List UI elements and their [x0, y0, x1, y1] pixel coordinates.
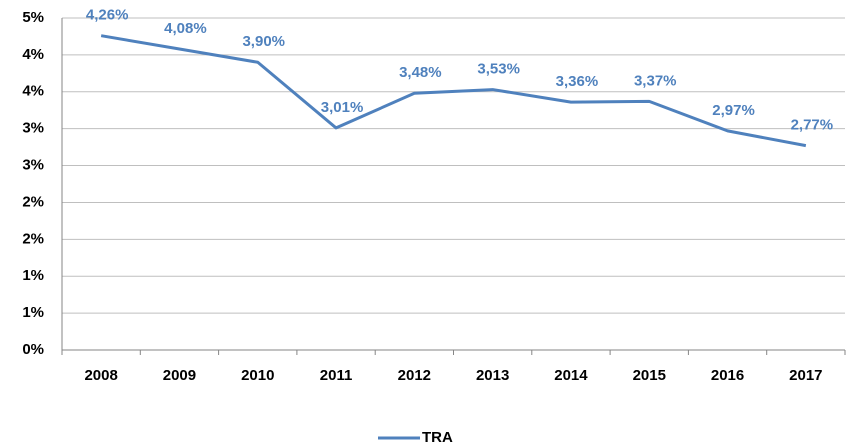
x-tick-label: 2012: [398, 367, 431, 384]
data-label: 3,36%: [556, 73, 599, 90]
line: [100, 34, 807, 148]
data-label: 2,97%: [712, 102, 755, 119]
data-label: 3,53%: [477, 61, 520, 78]
data-label: 3,90%: [242, 33, 285, 50]
y-tick-label: 4%: [22, 46, 44, 63]
y-tick-label: 1%: [22, 267, 44, 284]
y-tick-label: 3%: [22, 120, 44, 137]
y-tick-label: 5%: [22, 9, 44, 26]
data-label: 3,48%: [399, 64, 442, 81]
x-tick-label: 2015: [633, 367, 666, 384]
x-tick-label: 2014: [554, 367, 588, 384]
x-tick-label: 2017: [789, 367, 822, 384]
x-tick-label: 2010: [241, 367, 274, 384]
data-label: 3,37%: [634, 72, 677, 89]
y-tick-label: 2%: [22, 193, 44, 210]
data-label: 3,01%: [321, 99, 364, 116]
legend-label: TRA: [422, 429, 453, 446]
data-label: 2,77%: [791, 117, 834, 134]
x-tick-label: 2008: [84, 367, 117, 384]
data-label: 4,26%: [86, 7, 129, 24]
y-tick-label: 2%: [22, 230, 44, 247]
y-tick-label: 4%: [22, 83, 44, 100]
x-tick-label: 2009: [163, 367, 196, 384]
data-label: 4,08%: [164, 20, 207, 37]
x-tick-label: 2013: [476, 367, 509, 384]
x-tick-label: 2016: [711, 367, 744, 384]
x-tick-label: 2011: [320, 367, 353, 384]
y-tick-label: 1%: [22, 304, 44, 321]
y-tick-label: 0%: [22, 341, 44, 358]
y-tick-label: 3%: [22, 157, 44, 174]
